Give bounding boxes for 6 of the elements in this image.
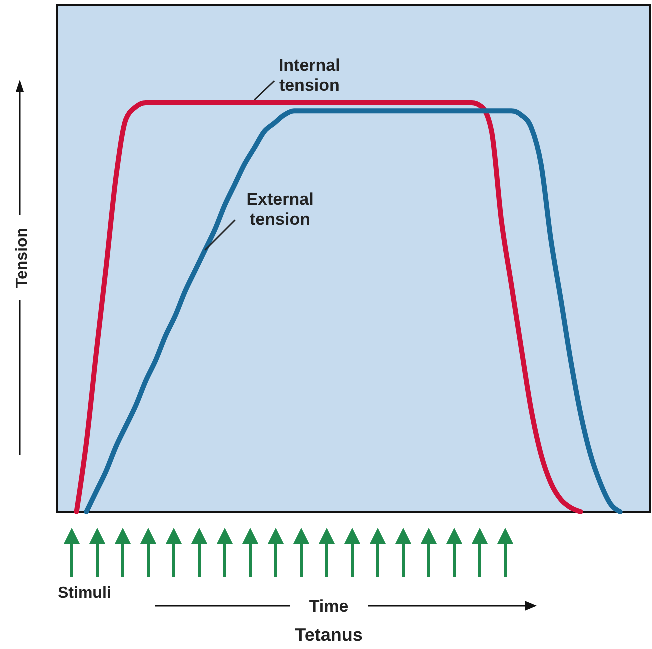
text: Tetanus: [295, 625, 363, 645]
text: Stimuli: [58, 585, 112, 602]
series-label: Internal tension: [278, 56, 340, 95]
series-label: External tension: [246, 190, 314, 230]
x-axis-title: Time: [309, 597, 349, 616]
y-axis-title: Tension: [14, 228, 31, 288]
